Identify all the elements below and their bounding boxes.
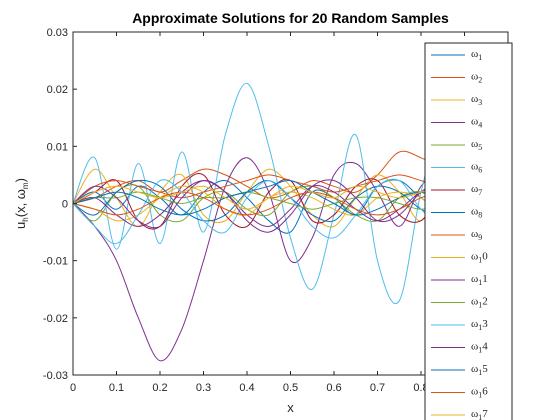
y-axis-label-close: ) <box>13 178 28 182</box>
y-axis-label: uh(x, ωm) <box>13 178 30 229</box>
legend-label-7: ω7 <box>471 183 482 197</box>
y-tick-label: -0.02 <box>43 313 68 325</box>
legend-label-3: ω3 <box>471 93 482 107</box>
legend-label-14: ω14 <box>471 341 488 355</box>
x-tick-label: 0.7 <box>370 382 385 394</box>
legend-label-8: ω8 <box>471 206 482 220</box>
y-axis-label-main: u <box>13 222 28 229</box>
y-tick-label: -0.03 <box>43 370 68 382</box>
legend: ω1 ω2 ω3 ω4 ω5 ω6 ω7 ω8 ω9 ω10 ω11 ω12 ω13 ω14 ω15 ω16 ω… <box>424 42 513 420</box>
legend-label-17: ω17 <box>471 408 488 420</box>
y-axis-label-sub2: m <box>21 182 30 189</box>
x-tick-label: 0.2 <box>152 382 167 394</box>
legend-label-10: ω10 <box>471 251 488 265</box>
legend-label-12: ω12 <box>471 296 488 310</box>
y-axis-label-rest: (x, ω <box>13 189 28 217</box>
chart-title: Approximate Solutions for 20 Random Samp… <box>132 10 449 26</box>
legend-label-16: ω16 <box>471 386 488 400</box>
legend-label-2: ω2 <box>471 71 482 85</box>
legend-label-5: ω5 <box>471 138 482 152</box>
legend-box <box>424 42 513 420</box>
x-tick-label: 0.3 <box>196 382 211 394</box>
x-axis-label: x <box>287 400 294 415</box>
y-tick-label: 0.02 <box>47 84 68 96</box>
x-tick-label: 0.4 <box>239 382 254 394</box>
y-tick-label: 0.03 <box>47 27 68 39</box>
legend-label-13: ω13 <box>471 318 488 332</box>
legend-label-11: ω11 <box>471 273 488 287</box>
legend-label-4: ω4 <box>471 116 482 130</box>
legend-label-15: ω15 <box>471 363 488 377</box>
y-tick-label: 0.01 <box>47 141 68 153</box>
legend-label-6: ω6 <box>471 161 482 175</box>
legend-label-9: ω9 <box>471 228 482 242</box>
legend-label-1: ω1 <box>471 48 482 62</box>
y-tick-label: -0.01 <box>43 256 68 268</box>
y-tick-label: 0 <box>62 199 68 211</box>
x-tick-label: 0.6 <box>326 382 341 394</box>
x-tick-label: 0.5 <box>283 382 298 394</box>
x-tick-label: 0 <box>70 382 76 394</box>
x-tick-label: 0.1 <box>109 382 124 394</box>
y-axis-label-sub: h <box>21 217 30 221</box>
